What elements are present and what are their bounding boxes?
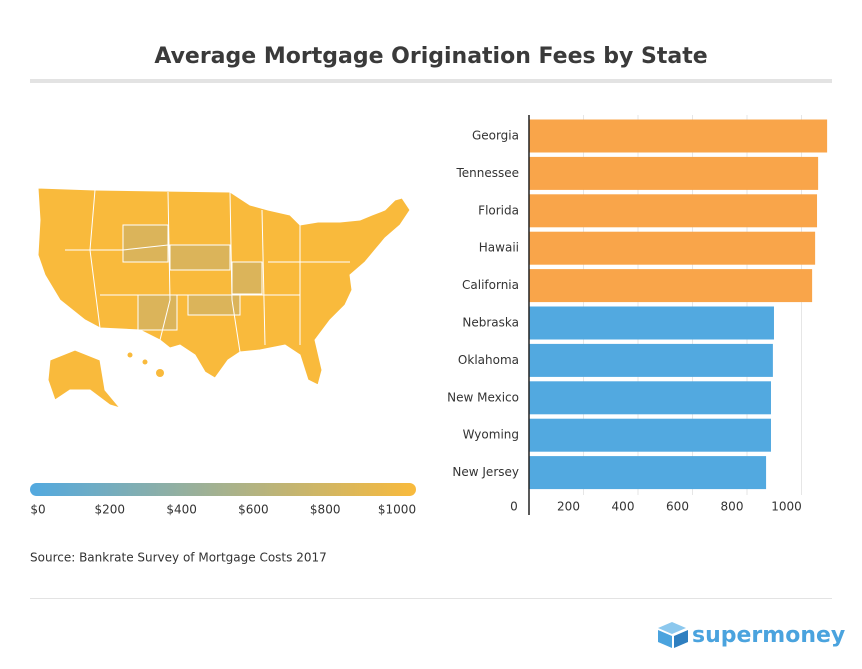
bar xyxy=(529,343,773,377)
brand: supermoney xyxy=(692,623,845,648)
scale-label: $200 xyxy=(95,503,126,517)
footer-rule xyxy=(30,598,832,599)
scale-label: $800 xyxy=(310,503,341,517)
y-tick-label: Georgia xyxy=(472,129,519,143)
y-tick-label: Wyoming xyxy=(463,428,519,442)
scale-label: $600 xyxy=(238,503,269,517)
scale-label: $400 xyxy=(166,503,197,517)
x-tick-label: 1000 xyxy=(771,500,802,514)
y-tick-label: New Jersey xyxy=(452,465,519,479)
y-tick-label: Tennessee xyxy=(455,166,519,180)
color-scale xyxy=(30,483,416,496)
y-tick-label: Florida xyxy=(478,203,519,217)
y-tick-label: Hawaii xyxy=(479,241,519,255)
y-tick-label: Oklahoma xyxy=(458,353,519,367)
bar xyxy=(529,456,767,490)
us-map xyxy=(37,187,411,409)
scale-label: $1000 xyxy=(378,503,416,517)
y-tick-label: California xyxy=(462,278,519,292)
bar xyxy=(529,194,818,228)
y-tick-label: New Mexico xyxy=(447,390,519,404)
header-rule xyxy=(30,79,832,83)
scale-label: $0 xyxy=(30,503,45,517)
logo xyxy=(658,622,688,648)
x-tick-label: 0 xyxy=(510,500,518,514)
bar xyxy=(529,231,816,265)
x-tick-label: 600 xyxy=(666,500,689,514)
x-tick-label: 200 xyxy=(557,500,580,514)
title: Average Mortgage Origination Fees by Sta… xyxy=(154,44,707,69)
x-tick-label: 400 xyxy=(612,500,635,514)
source: Source: Bankrate Survey of Mortgage Cost… xyxy=(30,551,327,565)
bar xyxy=(529,119,828,153)
x-tick-label: 800 xyxy=(721,500,744,514)
bar xyxy=(529,306,774,340)
bar xyxy=(529,418,771,452)
bar xyxy=(529,269,813,303)
bar xyxy=(529,381,771,415)
y-tick-label: Nebraska xyxy=(462,316,519,330)
bar xyxy=(529,156,819,190)
